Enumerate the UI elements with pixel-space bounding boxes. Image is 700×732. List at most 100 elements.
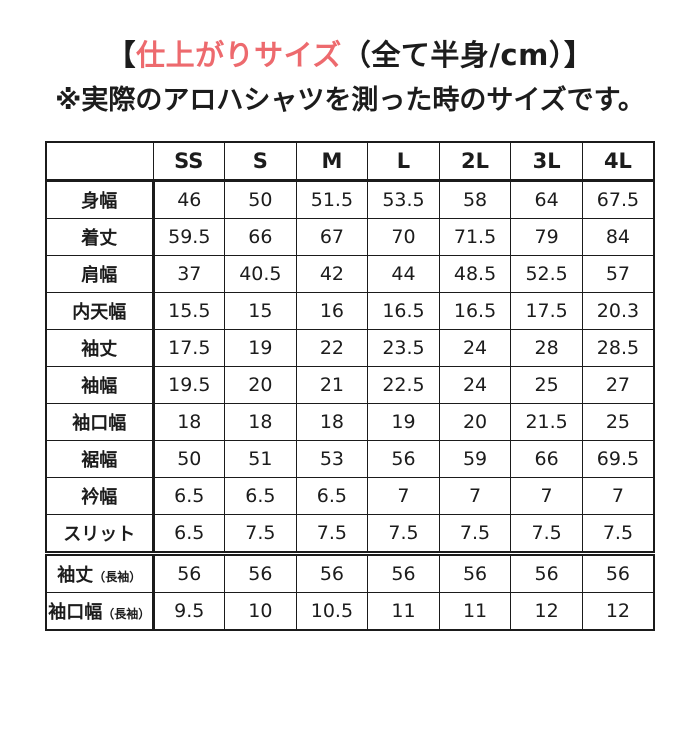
size-value-cell: 44	[367, 255, 440, 293]
size-value-cell: 56	[367, 440, 440, 478]
title-open-bracket: 【	[106, 38, 137, 72]
size-value-cell: 17.5	[510, 292, 583, 330]
size-value-cell: 53.5	[367, 180, 440, 219]
size-value-cell: 18	[295, 403, 369, 441]
size-value-cell: 16	[295, 292, 369, 330]
size-column-header-s: S	[224, 141, 297, 182]
table-row: 衿幅 6.5 6.5 6.5 7 7 7 7	[45, 477, 655, 515]
size-value-cell: 24	[438, 366, 512, 404]
size-value-cell: 56	[581, 551, 655, 593]
size-value-cell: 69.5	[581, 440, 655, 478]
table-row: 肩幅 37 40.5 42 44 48.5 52.5 57	[45, 255, 655, 293]
size-value-cell: 56	[367, 551, 440, 593]
size-column-header-m: M	[295, 141, 369, 182]
row-label: 裾幅	[45, 440, 155, 478]
size-value-cell: 53	[295, 440, 369, 478]
size-value-cell: 7.5	[438, 514, 512, 554]
size-value-cell: 6.5	[152, 477, 226, 515]
size-value-cell: 84	[581, 218, 655, 256]
size-value-cell: 66	[510, 440, 583, 478]
row-label-note: （長袖）	[102, 607, 151, 621]
size-value-cell: 7	[510, 477, 583, 515]
size-value-cell: 17.5	[152, 329, 226, 367]
size-value-cell: 37	[152, 255, 226, 293]
size-column-header-ss: SS	[152, 141, 226, 182]
size-value-cell: 48.5	[438, 255, 512, 293]
size-value-cell: 19	[224, 329, 297, 367]
size-value-cell: 58	[438, 180, 512, 219]
table-row: 身幅 46 50 51.5 53.5 58 64 67.5	[45, 180, 655, 219]
size-value-cell: 42	[295, 255, 369, 293]
size-value-cell: 7.5	[367, 514, 440, 554]
row-label: 袖口幅（長袖）	[45, 592, 155, 631]
title-highlight: 仕上がりサイズ	[136, 38, 342, 72]
row-label: 袖幅	[45, 366, 155, 404]
row-label-note: （長袖）	[93, 570, 142, 584]
size-value-cell: 18	[224, 403, 297, 441]
size-value-cell: 56	[295, 551, 369, 593]
size-value-cell: 10.5	[295, 592, 369, 631]
size-value-cell: 51	[224, 440, 297, 478]
size-value-cell: 7.5	[581, 514, 655, 554]
row-label: スリット	[45, 514, 155, 554]
size-value-cell: 50	[224, 180, 297, 219]
size-value-cell: 66	[224, 218, 297, 256]
size-value-cell: 20.3	[581, 292, 655, 330]
size-column-header-3l: 3L	[510, 141, 583, 182]
size-value-cell: 56	[438, 551, 512, 593]
size-value-cell: 22	[295, 329, 369, 367]
size-value-cell: 11	[367, 592, 440, 631]
row-label: 着丈	[45, 218, 155, 256]
size-value-cell: 6.5	[152, 514, 226, 554]
size-table-body: 身幅 46 50 51.5 53.5 58 64 67.5 着丈 59.5 66 67 70 71.5 79…	[45, 180, 655, 631]
size-value-cell: 52.5	[510, 255, 583, 293]
size-value-cell: 16.5	[367, 292, 440, 330]
size-column-header-2l: 2L	[438, 141, 512, 182]
size-value-cell: 11	[438, 592, 512, 631]
size-value-cell: 59.5	[152, 218, 226, 256]
table-row: 袖幅 19.5 20 21 22.5 24 25 27	[45, 366, 655, 404]
row-label: 内天幅	[45, 292, 155, 330]
size-value-cell: 7	[438, 477, 512, 515]
table-row: 袖丈 17.5 19 22 23.5 24 28 28.5	[45, 329, 655, 367]
size-value-cell: 15	[224, 292, 297, 330]
size-table: SS S M L 2L 3L 4L 身幅 46 50 51.5 53.5 58 64 67.5 着丈 59.5…	[45, 141, 655, 631]
size-value-cell: 25	[510, 366, 583, 404]
size-value-cell: 57	[581, 255, 655, 293]
size-value-cell: 7	[581, 477, 655, 515]
size-value-cell: 21	[295, 366, 369, 404]
size-value-cell: 56	[224, 551, 297, 593]
size-value-cell: 9.5	[152, 592, 226, 631]
size-value-cell: 7.5	[295, 514, 369, 554]
size-column-header-4l: 4L	[581, 141, 655, 182]
size-value-cell: 70	[367, 218, 440, 256]
size-value-cell: 28	[510, 329, 583, 367]
size-value-cell: 22.5	[367, 366, 440, 404]
size-value-cell: 6.5	[295, 477, 369, 515]
size-value-cell: 10	[224, 592, 297, 631]
size-value-cell: 19.5	[152, 366, 226, 404]
size-chart-page: 【仕上がりサイズ（全て半身/cm）】 ※実際のアロハシャツを測った時のサイズです…	[0, 32, 700, 732]
size-value-cell: 16.5	[438, 292, 512, 330]
size-value-cell: 50	[152, 440, 226, 478]
row-label: 身幅	[45, 180, 155, 219]
size-value-cell: 59	[438, 440, 512, 478]
size-value-cell: 12	[510, 592, 583, 631]
size-value-cell: 25	[581, 403, 655, 441]
size-value-cell: 20	[224, 366, 297, 404]
table-row: 袖口幅（長袖） 9.5 10 10.5 11 11 12 12	[45, 592, 655, 631]
size-value-cell: 6.5	[224, 477, 297, 515]
size-value-cell: 67.5	[581, 180, 655, 219]
size-table-header: SS S M L 2L 3L 4L	[45, 141, 655, 182]
row-label: 袖口幅	[45, 403, 155, 441]
size-value-cell: 46	[152, 180, 226, 219]
size-value-cell: 20	[438, 403, 512, 441]
size-value-cell: 15.5	[152, 292, 226, 330]
size-value-cell: 67	[295, 218, 369, 256]
table-row: 内天幅 15.5 15 16 16.5 16.5 17.5 20.3	[45, 292, 655, 330]
size-value-cell: 24	[438, 329, 512, 367]
size-value-cell: 21.5	[510, 403, 583, 441]
size-column-header-l: L	[367, 141, 440, 182]
subtitle-note: ※実際のアロハシャツを測った時のサイズです。	[55, 85, 645, 116]
table-row: 袖口幅 18 18 18 19 20 21.5 25	[45, 403, 655, 441]
